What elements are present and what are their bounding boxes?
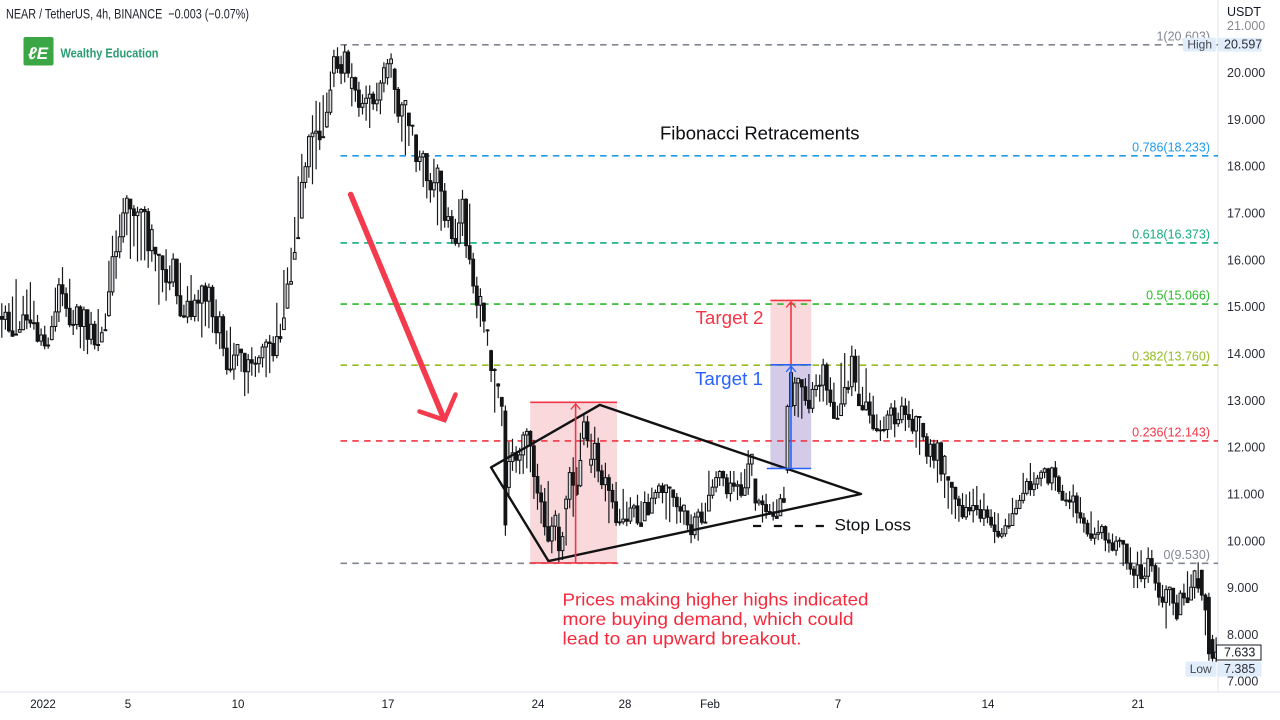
svg-text:High: High xyxy=(1187,38,1212,52)
svg-text:17: 17 xyxy=(382,699,395,711)
svg-text:9.000: 9.000 xyxy=(1227,581,1258,595)
svg-text:14.000: 14.000 xyxy=(1227,347,1265,361)
svg-text:10: 10 xyxy=(232,699,245,711)
svg-text:20.597: 20.597 xyxy=(1224,38,1262,52)
svg-text:Prices making higher highs ind: Prices making higher highs indicated xyxy=(563,589,869,609)
svg-text:0(9.530): 0(9.530) xyxy=(1163,548,1210,562)
svg-text:8.000: 8.000 xyxy=(1227,628,1258,642)
svg-text:13.000: 13.000 xyxy=(1227,394,1265,408)
svg-text:14: 14 xyxy=(982,699,995,711)
svg-text:5: 5 xyxy=(125,699,131,711)
svg-text:19.000: 19.000 xyxy=(1227,113,1265,127)
svg-text:0.5(15.066): 0.5(15.066) xyxy=(1146,289,1210,303)
svg-text:Target 2: Target 2 xyxy=(696,308,764,328)
svg-text:Target 1: Target 1 xyxy=(695,369,763,389)
svg-text:10.000: 10.000 xyxy=(1227,534,1265,548)
svg-text:16.000: 16.000 xyxy=(1227,253,1265,267)
svg-text:lead to an upward breakout.: lead to an upward breakout. xyxy=(563,628,802,648)
svg-text:Stop Loss: Stop Loss xyxy=(835,517,912,535)
svg-text:Wealthy Education: Wealthy Education xyxy=(61,45,159,60)
svg-text:ℓE: ℓE xyxy=(28,44,49,63)
svg-text:0.786(18.233): 0.786(18.233) xyxy=(1132,140,1210,154)
svg-text:20.000: 20.000 xyxy=(1227,66,1265,80)
svg-text:12.000: 12.000 xyxy=(1227,441,1265,455)
svg-text:17.000: 17.000 xyxy=(1227,207,1265,221)
svg-text:more buying demand, which coul: more buying demand, which could xyxy=(563,609,854,629)
svg-text:24: 24 xyxy=(532,699,545,711)
svg-text:USDT: USDT xyxy=(1227,5,1261,19)
svg-text:7: 7 xyxy=(835,699,841,711)
svg-text:7.633: 7.633 xyxy=(1224,646,1255,660)
svg-text:0.382(13.760): 0.382(13.760) xyxy=(1132,350,1210,364)
svg-text:7.000: 7.000 xyxy=(1227,675,1258,689)
svg-text:Low: Low xyxy=(1190,662,1212,676)
svg-text:21.000: 21.000 xyxy=(1227,19,1265,33)
svg-text:0.236(12.143): 0.236(12.143) xyxy=(1132,425,1210,439)
svg-text:NEAR / TetherUS, 4h, BINANCE: NEAR / TetherUS, 4h, BINANCE −0.003 (−0.… xyxy=(6,6,249,22)
svg-text:2022: 2022 xyxy=(30,699,56,711)
svg-text:21: 21 xyxy=(1132,699,1145,711)
svg-text:7.385: 7.385 xyxy=(1224,662,1255,676)
svg-text:0.618(16.373): 0.618(16.373) xyxy=(1132,227,1210,241)
svg-text:Feb: Feb xyxy=(700,699,720,711)
svg-text:Fibonacci Retracements: Fibonacci Retracements xyxy=(660,123,859,144)
svg-text:15.000: 15.000 xyxy=(1227,300,1265,314)
svg-text:28: 28 xyxy=(619,699,632,711)
svg-text:11.000: 11.000 xyxy=(1227,487,1264,501)
svg-text:18.000: 18.000 xyxy=(1227,160,1265,174)
